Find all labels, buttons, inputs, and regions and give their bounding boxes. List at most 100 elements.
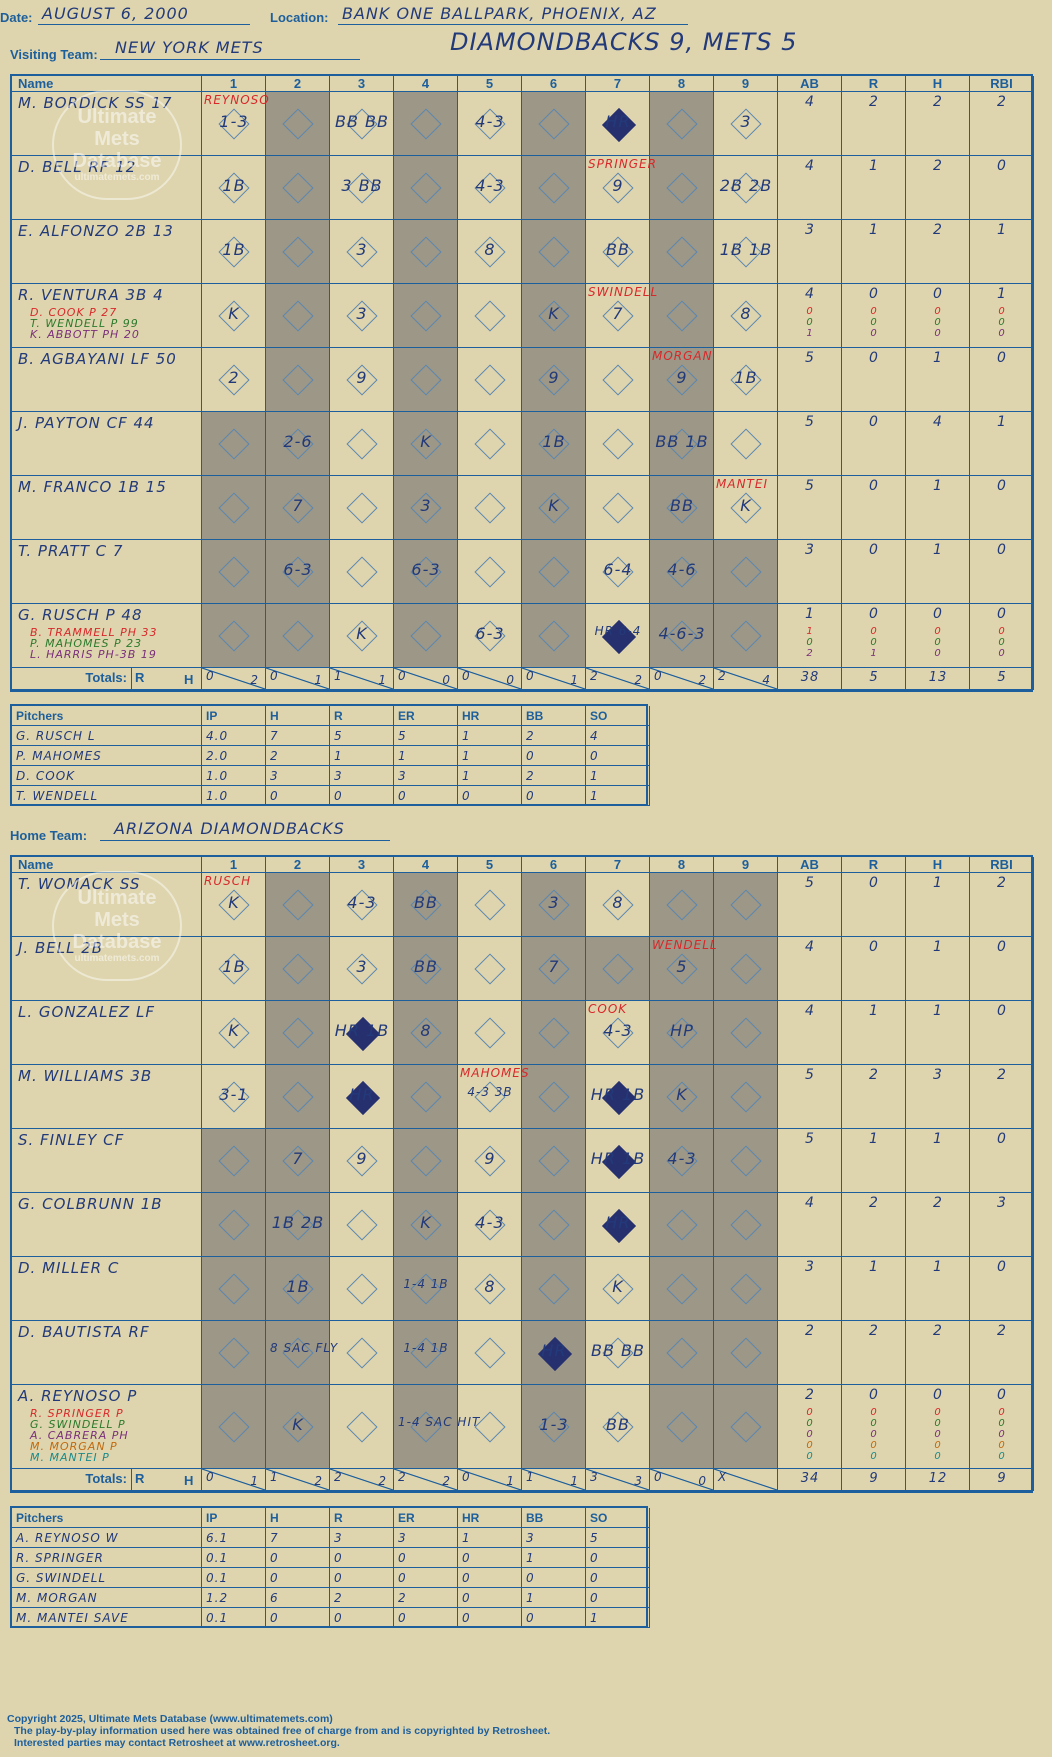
base-diamond [538, 1081, 570, 1113]
pitcher-table-cell: 3 [330, 1528, 394, 1548]
base-diamond [730, 1081, 762, 1113]
location-label: Location: [270, 10, 329, 25]
base-diamond [218, 1209, 250, 1241]
base-diamond [218, 1273, 250, 1305]
footer-retrosheet-note: The play-by-play information used here w… [14, 1725, 551, 1737]
base-diamond [730, 1337, 762, 1369]
play-notation: 9 [612, 176, 624, 195]
substitute-name: G. SWINDELL P [30, 1418, 126, 1431]
base-diamond [666, 1209, 698, 1241]
pitcher-table-cell: 0 [586, 746, 650, 766]
inning-runs: 2 [718, 669, 727, 683]
pitcher-table-cell: P. MAHOMES [12, 746, 202, 766]
stat-value: 0 [869, 350, 879, 366]
inning-cell [522, 92, 586, 156]
stat-value: 0 [869, 286, 879, 302]
inning-cell: 3 [714, 92, 778, 156]
pitcher-change-note: SPRINGER [588, 157, 657, 171]
date-label: Date: [0, 10, 33, 25]
inning-cell [714, 1385, 778, 1469]
inning-cell [650, 1193, 714, 1257]
inning-cell [586, 937, 650, 1001]
play-notation: 3 [420, 496, 432, 515]
inning-cell [266, 937, 330, 1001]
stat-cell: 0 [970, 156, 1034, 220]
pitcher-table-cell: 0 [458, 786, 522, 806]
stat-cell: 2 [970, 873, 1034, 937]
batter-cell: G. COLBRUNN 1B [12, 1193, 202, 1257]
inning-cell [266, 156, 330, 220]
play-notation: K [356, 624, 368, 643]
inning-cell: 6-3 [394, 540, 458, 604]
play-notation: 8 SAC FLY [270, 1341, 339, 1355]
pitcher-table-header: Pitchers [12, 706, 202, 726]
inning-cell [458, 284, 522, 348]
base-diamond [218, 492, 250, 524]
sub-stat-value: 1 [870, 648, 878, 659]
pitcher-table-header: HR [458, 706, 522, 726]
base-diamond [474, 1017, 506, 1049]
watermark-text: Ultimate [77, 887, 157, 909]
base-diamond [474, 1337, 506, 1369]
stat-cell: 4 [778, 92, 842, 156]
base-diamond [410, 172, 442, 204]
play-notation: BB [606, 1415, 630, 1434]
pitcher-table-cell: 0 [394, 786, 458, 806]
stat-cell: 4 [778, 1001, 842, 1065]
sub-stat-value: 0 [998, 637, 1006, 648]
pitcher-table-cell: 2 [522, 766, 586, 786]
totals-r-label: R [135, 670, 145, 685]
stat-value: 1 [869, 1259, 879, 1275]
inning-cell [458, 412, 522, 476]
inning-cell [650, 1385, 714, 1469]
stat-value: 3 [805, 542, 815, 558]
pitcher-table-cell: 0 [522, 1568, 586, 1588]
stat-cell: 2 [842, 1193, 906, 1257]
inning-cell: 1-3 [202, 92, 266, 156]
play-notation: 1B [222, 176, 246, 195]
batter-name: J. PAYTON CF 44 [18, 414, 155, 432]
stat-value: 2 [933, 158, 943, 174]
totals-h-label: H [184, 1473, 194, 1488]
play-notation: 9 [548, 368, 560, 387]
base-diamond [410, 236, 442, 268]
batter-cell: B. AGBAYANI LF 50 [12, 348, 202, 412]
play-notation: 1B [222, 240, 246, 259]
sub-stat-value: 0 [870, 306, 878, 317]
stat-cell: 4 [906, 412, 970, 476]
sub-stat-value: 1 [806, 328, 814, 339]
inning-header-4: 4 [394, 857, 458, 873]
batter-name: A. REYNOSO P [18, 1387, 138, 1405]
stat-value: 0 [869, 1387, 879, 1403]
play-notation: 6-3 [475, 624, 505, 643]
substitute-name: R. SPRINGER P [30, 1407, 124, 1420]
stat-cell: 1 [970, 412, 1034, 476]
base-diamond [346, 1209, 378, 1241]
inning-runs: 1 [334, 669, 343, 683]
pitcher-table-cell: 0 [522, 746, 586, 766]
base-diamond [282, 889, 314, 921]
inning-cell: 3 [394, 476, 458, 540]
stat-cell: 1 [842, 156, 906, 220]
stat-cell: 3 [778, 220, 842, 284]
total-stat-cell: 38 [778, 668, 842, 690]
substitute-name: P. MAHOMES P 23 [30, 637, 143, 650]
pitcher-table-header: SO [586, 1508, 650, 1528]
base-diamond [538, 236, 570, 268]
stat-cell: 2 [906, 1193, 970, 1257]
inning-runs: 0 [654, 669, 663, 683]
pitcher-table-cell: 0 [458, 1548, 522, 1568]
inning-cell: 1-3 [522, 1385, 586, 1469]
sub-stat-value: 0 [870, 1407, 878, 1418]
substitute-name: D. COOK P 27 [30, 306, 118, 319]
stat-cell: 1 [906, 1001, 970, 1065]
inning-cell [714, 1193, 778, 1257]
stat-cell: 2 [970, 1065, 1034, 1129]
base-diamond [346, 556, 378, 588]
inning-cell [266, 92, 330, 156]
stat-value: 2 [997, 1323, 1007, 1339]
